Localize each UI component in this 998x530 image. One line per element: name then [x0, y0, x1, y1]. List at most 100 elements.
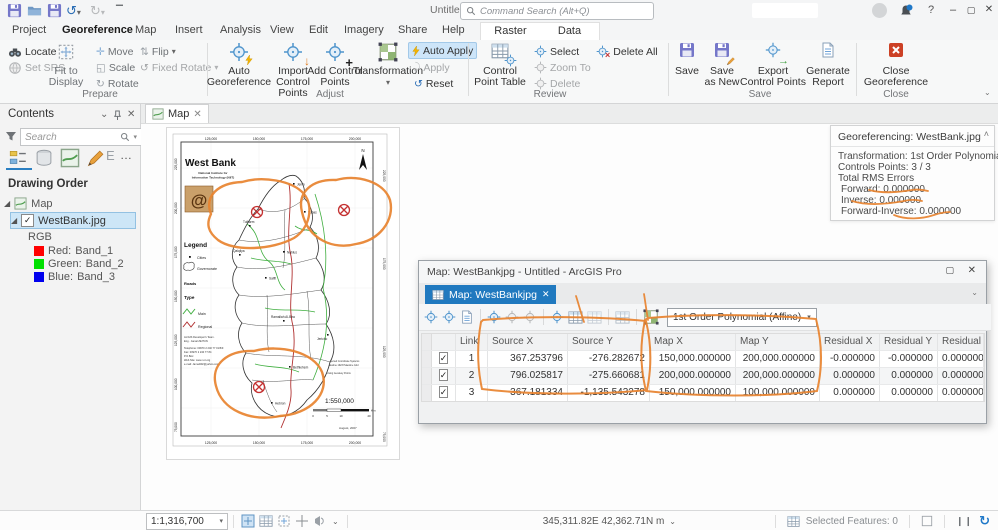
- add-control-points-button[interactable]: + Add Control Points: [306, 42, 364, 94]
- table-options-icon[interactable]: [587, 310, 602, 325]
- list-by-drawing-order-icon[interactable]: [8, 148, 28, 168]
- spatial-reference-icon[interactable]: [313, 514, 327, 528]
- close-button[interactable]: ✕: [967, 265, 976, 276]
- tab-data[interactable]: Data: [557, 25, 582, 37]
- close-georeference-button[interactable]: Close Georeference: [862, 42, 930, 94]
- set-srs-button[interactable]: Set SRS: [8, 60, 65, 75]
- transformation-dropdown[interactable]: 1st Order Polynomial (Affine) ▾: [667, 307, 817, 327]
- window-title-bar[interactable]: Map: WestBankjpg - Untitled - ArcGIS Pro…: [419, 261, 986, 284]
- map-view-tab[interactable]: Map ✕: [145, 104, 209, 123]
- redo-button[interactable]: ↻▾: [90, 3, 105, 18]
- tree-item-map[interactable]: ◢ Map: [4, 197, 53, 210]
- map-scale-combobox[interactable]: 1:1,316,700 ▾: [146, 512, 228, 530]
- locate-button[interactable]: Locate: [8, 44, 57, 59]
- select-button[interactable]: Select: [534, 44, 579, 59]
- contents-search-input[interactable]: Search ▾: [20, 128, 142, 146]
- close-tab-icon[interactable]: ✕: [541, 289, 550, 299]
- collapse-chevron-icon[interactable]: ˄: [983, 129, 989, 139]
- layer-checkbox[interactable]: ✓: [21, 214, 35, 227]
- notifications-bell-icon[interactable]: [899, 4, 913, 18]
- chevron-down-icon[interactable]: ⌄: [669, 516, 676, 526]
- help-button[interactable]: ?: [927, 4, 935, 16]
- table-row[interactable]: ✓ 2 796.025817 -275.660681 200,000.00000…: [422, 367, 984, 384]
- close-panel-icon[interactable]: ✕: [127, 109, 136, 120]
- row-checkbox[interactable]: ✓: [438, 386, 449, 398]
- chevron-down-icon[interactable]: ⌄: [332, 516, 339, 526]
- crosshair-tool-icon[interactable]: [295, 514, 309, 528]
- pause-drawing-icon[interactable]: ❙❙: [956, 515, 974, 526]
- generate-report-button[interactable]: Generate Report: [804, 42, 852, 94]
- save-as-new-button[interactable]: Save as New: [702, 42, 742, 94]
- select-features-icon[interactable]: [241, 514, 255, 528]
- list-by-selection-icon[interactable]: [60, 148, 80, 168]
- tab-edit[interactable]: Edit: [309, 24, 328, 36]
- import-control-points-button[interactable]: ↓ Import Control Points: [262, 42, 324, 99]
- delete-button[interactable]: Delete: [534, 76, 580, 91]
- raster-icon[interactable]: [643, 309, 659, 325]
- delete-all-points-icon[interactable]: [550, 310, 564, 324]
- apply-button[interactable]: ⤸ Apply: [414, 61, 450, 74]
- tab-insert[interactable]: Insert: [175, 24, 203, 36]
- transformation-dropdown-button[interactable]: Transformation ▾: [352, 42, 424, 94]
- panel-icon[interactable]: [615, 310, 630, 325]
- list-by-data-source-icon[interactable]: [34, 148, 54, 168]
- table-tab[interactable]: Map: WestBankjpg ✕: [425, 285, 557, 304]
- auto-georeference-button[interactable]: Auto Georeference: [207, 42, 271, 94]
- swap-arrows-icon[interactable]: [442, 310, 456, 324]
- fit-to-display-button[interactable]: Fit to Display: [45, 42, 87, 94]
- chevron-down-icon[interactable]: ⌄: [971, 288, 978, 297]
- tab-map[interactable]: Map: [135, 24, 157, 36]
- row-checkbox[interactable]: ✓: [438, 369, 449, 381]
- layout-icon[interactable]: [921, 515, 933, 527]
- tab-project[interactable]: Project: [12, 24, 47, 36]
- account-area[interactable]: [752, 3, 818, 18]
- zoom-to-button[interactable]: Zoom To: [534, 60, 591, 75]
- expander-icon[interactable]: ◢: [4, 199, 11, 208]
- control-point-table[interactable]: Link Source X Source Y Map X Map Y Resid…: [421, 333, 985, 402]
- add-point-icon[interactable]: [487, 310, 501, 324]
- tab-analysis[interactable]: Analysis: [220, 24, 261, 36]
- attribute-table-icon[interactable]: [259, 514, 273, 528]
- minimize-button[interactable]: –: [949, 4, 957, 16]
- tab-imagery[interactable]: Imagery: [344, 24, 384, 36]
- pin-icon[interactable]: [113, 110, 122, 121]
- snapping-icon[interactable]: [277, 514, 291, 528]
- close-button[interactable]: ✕: [984, 4, 994, 15]
- tab-help[interactable]: Help: [442, 24, 465, 36]
- save-button[interactable]: Save: [670, 42, 704, 94]
- flip-button[interactable]: ⇅ Flip ▾: [140, 45, 176, 58]
- selection-icon[interactable]: [787, 515, 800, 528]
- list-by-labeling-icon[interactable]: E: [106, 148, 115, 163]
- residual-table-icon[interactable]: [568, 310, 583, 325]
- filter-funnel-icon[interactable]: [5, 130, 17, 142]
- tab-raster-layer[interactable]: Raster Layer: [494, 25, 527, 53]
- table-row[interactable]: ✓ 3 367.181334 -1,135.543278 150,000.000…: [422, 384, 984, 401]
- export-control-points-button[interactable]: → Export Control Points: [740, 42, 806, 94]
- maximize-button[interactable]: ▢: [945, 265, 954, 275]
- rotate-button[interactable]: ↻ Rotate: [96, 77, 139, 90]
- more-tabs-icon[interactable]: …: [120, 148, 133, 162]
- refresh-icon[interactable]: ↻: [979, 513, 990, 528]
- open-project-icon[interactable]: [27, 3, 42, 18]
- tab-share[interactable]: Share: [398, 24, 428, 36]
- fixed-rotate-button[interactable]: ↺ Fixed Rotate ▾: [140, 61, 219, 74]
- row-checkbox[interactable]: ✓: [438, 352, 449, 364]
- chevron-down-icon[interactable]: ⌄: [100, 109, 109, 120]
- close-tab-icon[interactable]: ✕: [193, 108, 202, 120]
- save-points-icon[interactable]: [460, 310, 474, 324]
- undo-button[interactable]: ↺▾: [66, 3, 81, 18]
- reset-button[interactable]: ↺ Reset: [414, 77, 454, 90]
- tree-item-westbank-layer[interactable]: ◢ ✓ WestBank.jpg: [10, 212, 136, 229]
- scale-button[interactable]: ◱ Scale: [96, 61, 136, 74]
- control-point-table-window[interactable]: Map: WestBankjpg - Untitled - ArcGIS Pro…: [418, 260, 991, 424]
- delete-all-button[interactable]: × Delete All: [596, 44, 658, 60]
- list-by-editing-icon[interactable]: [86, 148, 106, 168]
- edit-point-icon[interactable]: [505, 310, 519, 324]
- save-as-icon[interactable]: [47, 3, 62, 18]
- maximize-button[interactable]: ▢: [966, 5, 976, 15]
- control-point-table-button[interactable]: Control Point Table: [472, 42, 528, 94]
- table-row[interactable]: ✓ 1 367.253796 -276.282672 150,000.00000…: [422, 350, 984, 367]
- move-button[interactable]: ✛ Move: [96, 45, 134, 58]
- expander-icon[interactable]: ◢: [11, 216, 18, 225]
- qat-customize-icon[interactable]: ▔: [116, 5, 123, 15]
